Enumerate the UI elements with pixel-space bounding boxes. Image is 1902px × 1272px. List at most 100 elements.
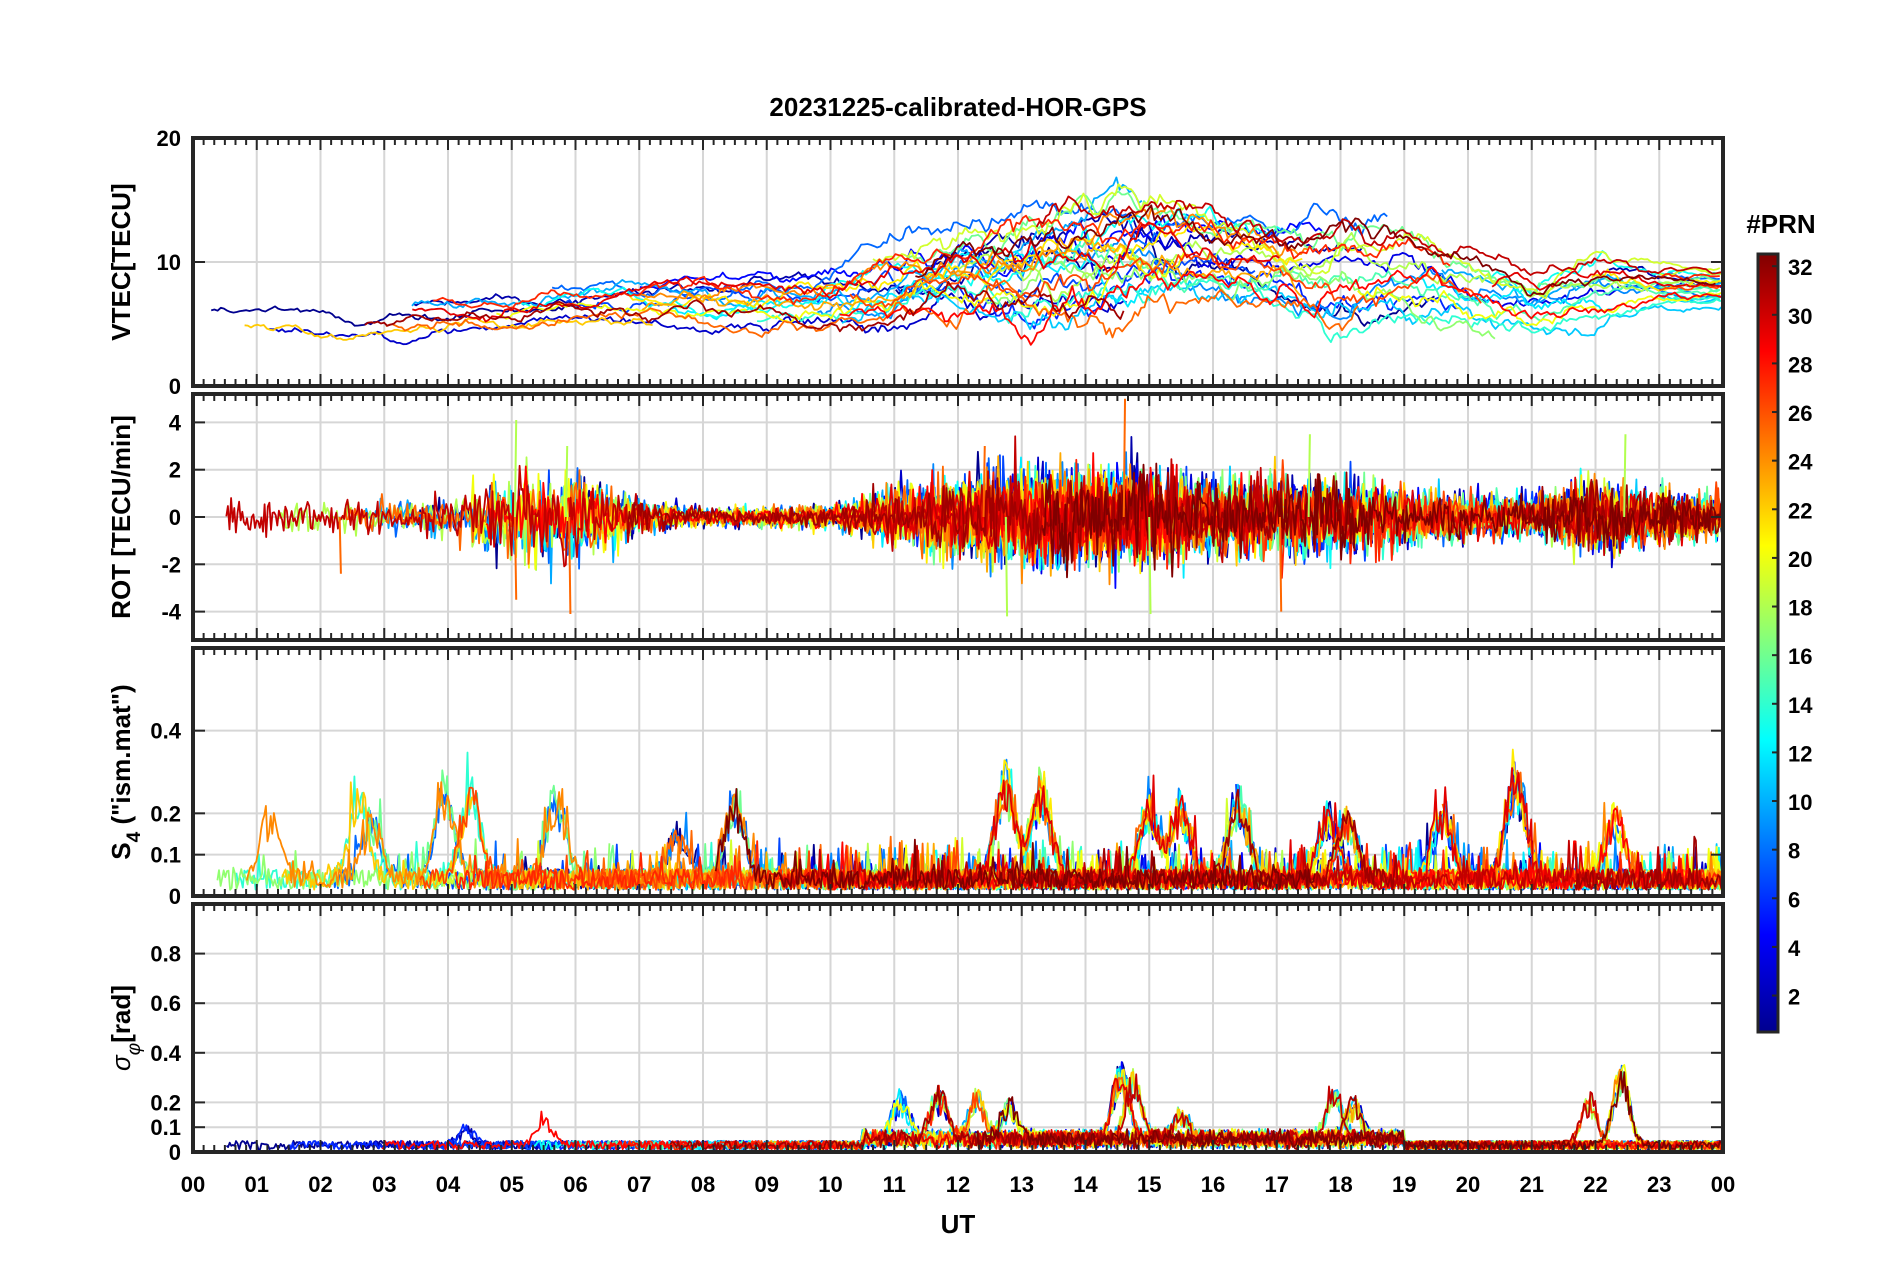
colorbar-tick-label: 16 xyxy=(1788,644,1812,669)
colorbar-tick-label: 14 xyxy=(1788,693,1813,718)
vtec-series-prn-30 xyxy=(1035,195,1723,276)
rot-spike xyxy=(564,446,569,518)
x-tick-label: 22 xyxy=(1583,1172,1607,1197)
s4-ytick-label: 0.4 xyxy=(150,719,181,744)
x-tick-label: 19 xyxy=(1392,1172,1416,1197)
figure-title: 20231225-calibrated-HOR-GPS xyxy=(769,92,1146,122)
rot-spike xyxy=(1148,516,1152,614)
sigma_phi-series-prn-32 xyxy=(976,1070,1723,1151)
vtec-series-prn-8 xyxy=(551,199,1388,302)
x-tick-label: 04 xyxy=(436,1172,461,1197)
s4-series-prn-32 xyxy=(714,788,1316,891)
sigma_phi-ytick-label: 0.2 xyxy=(150,1090,181,1115)
x-tick-label: 16 xyxy=(1201,1172,1225,1197)
x-tick-label: 10 xyxy=(818,1172,842,1197)
rot-spike xyxy=(338,516,342,574)
vtec-series-prn-20 xyxy=(496,247,1186,324)
vtec-series-prn-24 xyxy=(637,204,1308,302)
x-tick-label: 07 xyxy=(627,1172,651,1197)
vtec-series-prn-29 xyxy=(412,221,1280,323)
vtec-ytick-label: 10 xyxy=(157,250,181,275)
vtec-ytick-label: 0 xyxy=(169,374,181,399)
s4-ylabel: S4 ("ism.mat") xyxy=(106,684,145,859)
x-tick-label: 15 xyxy=(1137,1172,1161,1197)
vtec-series-prn-17 xyxy=(984,256,1496,340)
x-tick-label: 18 xyxy=(1328,1172,1352,1197)
vtec-series-prn-18 xyxy=(959,231,1649,303)
sigma_phi-ytick-label: 0.1 xyxy=(150,1115,181,1140)
panel-s4: 0 0.1 0.2 0.4S4 ("ism.mat") xyxy=(106,646,1725,909)
colorbar-tick-label: 8 xyxy=(1788,839,1800,864)
rot-series-prn-32 xyxy=(1658,498,1723,538)
rot-ytick-label: -2 xyxy=(161,552,181,577)
rot-spike xyxy=(1307,434,1311,518)
vtec-series-prn-13 xyxy=(517,205,1281,319)
rot-series-prn-32 xyxy=(1042,462,1676,579)
x-tick-label: 08 xyxy=(691,1172,715,1197)
sigma_phi-ytick-label: 0.4 xyxy=(150,1041,181,1066)
rot-spike xyxy=(1278,516,1283,612)
colorbar-tick-label: 4 xyxy=(1788,936,1801,961)
x-tick-label: 00 xyxy=(181,1172,205,1197)
x-axis-label: UT xyxy=(941,1209,976,1239)
colorbar-gradient xyxy=(1758,254,1778,1032)
rot-ytick-label: 2 xyxy=(169,458,181,483)
sigma_phi-ylabel: σφ[rad] xyxy=(106,985,145,1071)
x-tick-label: 09 xyxy=(755,1172,779,1197)
vtec-series-prn-3 xyxy=(269,291,1128,346)
colorbar-tick-label: 10 xyxy=(1788,790,1812,815)
s4-ytick-label: 0.2 xyxy=(150,801,181,826)
rot-spike xyxy=(982,446,986,518)
vtec-series-prn-26 xyxy=(1659,283,1721,291)
colorbar-tick-label: 20 xyxy=(1788,547,1812,572)
rot-spike xyxy=(1623,434,1627,518)
rot-spike xyxy=(568,516,572,614)
colorbar-frame xyxy=(1756,252,1780,1034)
colorbar-tick-label: 32 xyxy=(1788,255,1812,280)
vtec-series-prn-29 xyxy=(1491,269,1722,291)
rot-spike xyxy=(1122,398,1127,518)
rot-ylabel: ROT [TECU/min] xyxy=(106,415,136,619)
x-tick-label: 21 xyxy=(1520,1172,1544,1197)
x-tick-label: 11 xyxy=(883,1172,906,1197)
vtec-series-prn-5 xyxy=(639,215,1323,290)
s4-series-group xyxy=(216,748,1723,891)
panel-sigma-phi: 00.10.2 0.4 0.6 0.8σφ[rad] xyxy=(106,902,1725,1165)
rot-series-group xyxy=(225,398,1723,617)
vtec-series-prn-23 xyxy=(641,237,1303,311)
rot-spike xyxy=(513,516,518,600)
vtec-series-prn-26 xyxy=(849,251,1482,309)
x-tick-label: 06 xyxy=(563,1172,587,1197)
vtec-series-prn-31 xyxy=(364,281,1125,333)
rot-ytick-label: 0 xyxy=(169,505,181,530)
rot-series-prn-31 xyxy=(1520,479,1723,552)
x-tick-label: 00 xyxy=(1711,1172,1735,1197)
x-tick-label: 12 xyxy=(946,1172,970,1197)
x-tick-label: 01 xyxy=(245,1172,269,1197)
vtec-series-prn-4 xyxy=(1003,231,1722,308)
vtec-series-prn-1 xyxy=(210,302,604,327)
colorbar-tick-label: 28 xyxy=(1788,352,1812,377)
rot-ytick-label: -4 xyxy=(161,600,181,625)
rot-ytick-label: 4 xyxy=(169,410,182,435)
vtec-series-prn-22 xyxy=(244,316,653,341)
sigma_phi-ytick-label: 0 xyxy=(169,1140,181,1165)
rot-series-prn-29 xyxy=(830,463,1702,569)
x-tick-label: 03 xyxy=(372,1172,396,1197)
vtec-series-prn-11 xyxy=(841,280,1723,337)
s4-series-prn-27 xyxy=(455,840,942,891)
x-tick-label: 02 xyxy=(308,1172,332,1197)
s4-ytick-label: 0.1 xyxy=(150,843,181,868)
colorbar-tick-label: 18 xyxy=(1788,596,1812,621)
vtec-series-prn-25 xyxy=(385,279,1359,339)
vtec-series-prn-10 xyxy=(411,176,1143,309)
panel-vtec: 0 10 20 VTEC[TECU] xyxy=(106,126,1725,399)
x-tick-label: 13 xyxy=(1010,1172,1034,1197)
colorbar-tick-label: 12 xyxy=(1788,741,1812,766)
x-tick-label: 17 xyxy=(1265,1172,1289,1197)
rot-spike xyxy=(1004,516,1009,617)
colorbar-tick-label: 6 xyxy=(1788,887,1800,912)
colorbar-tick-label: 26 xyxy=(1788,401,1812,426)
